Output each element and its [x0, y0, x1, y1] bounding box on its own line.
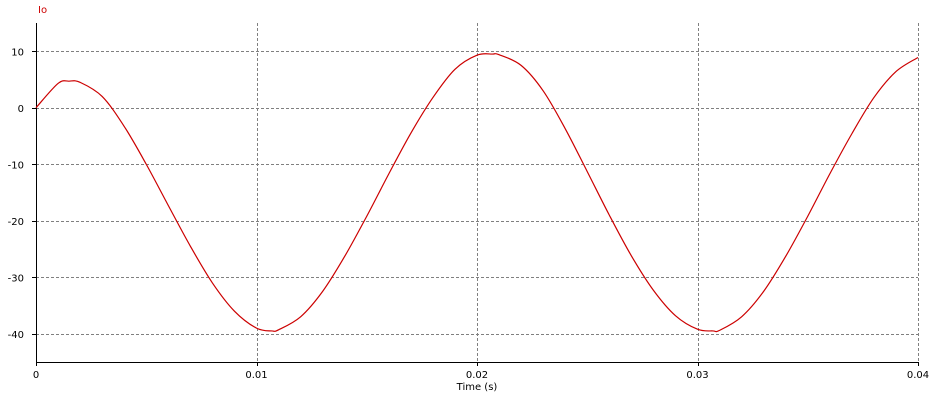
x-tick-label: 0.03: [686, 370, 708, 381]
series-label-io: Io: [38, 5, 47, 16]
axes: [32, 23, 919, 366]
x-tick-label: 0.01: [245, 370, 267, 381]
x-tick-label: 0: [33, 370, 39, 381]
series-line-io: [35, 53, 919, 333]
tick-labels: 0 0.01 0.02 0.03 0.04 10 0 -10 -20 -30 -40: [8, 47, 929, 381]
series: [35, 53, 919, 333]
y-tick-label: -30: [8, 273, 24, 284]
x-tick-label: 0.02: [466, 370, 488, 381]
y-tick-label: 10: [11, 47, 24, 58]
y-tick-label: -20: [8, 217, 24, 228]
x-tick-label: 0.04: [907, 370, 929, 381]
y-tick-label: -40: [8, 330, 24, 341]
y-tick-label: 0: [18, 104, 24, 115]
grid: [36, 23, 919, 362]
y-tick-label: -10: [8, 160, 24, 171]
x-axis-title: Time (s): [456, 382, 498, 393]
